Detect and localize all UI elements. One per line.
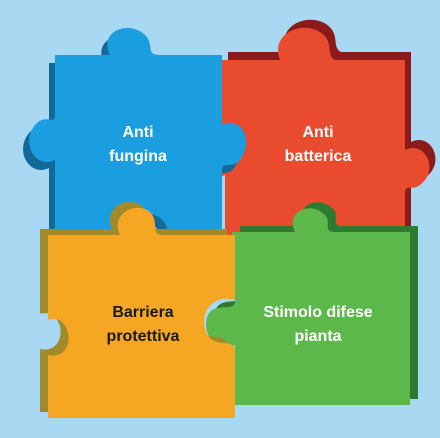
piece-label: batterica	[285, 148, 352, 165]
piece-stimolo: Stimolo difese pianta	[206, 202, 418, 405]
piece-label: Anti	[122, 124, 153, 141]
piece-label: Stimolo difese	[263, 304, 372, 321]
puzzle-diagram: Anti batterica Anti fungina Stimolo dife…	[0, 0, 440, 438]
piece-label: Barriera	[112, 304, 173, 321]
piece-label: Anti	[302, 124, 333, 141]
piece-label: fungina	[109, 148, 167, 165]
page: {"pieces": [ {"lines": ["Anti", "fungina…	[0, 0, 440, 438]
piece-label: protettiva	[107, 328, 180, 345]
piece-label: pianta	[294, 328, 341, 345]
piece-barriera: Barriera protettiva	[40, 202, 235, 418]
